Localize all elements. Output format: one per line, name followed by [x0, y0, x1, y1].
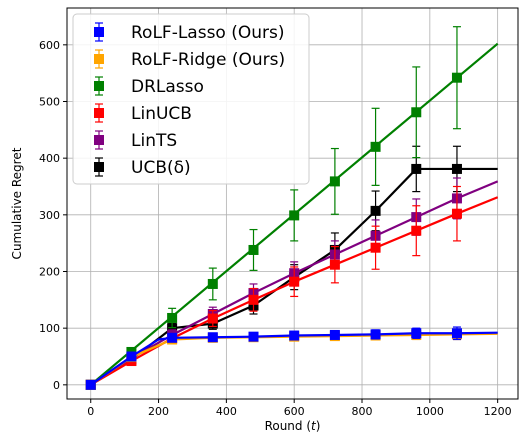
legend-entry: UCB(δ): [94, 157, 191, 178]
data-point-marker: [167, 312, 178, 323]
legend: RoLF-Lasso (Ours) RoLF-Ridge (Ours) DRLass…: [72, 13, 310, 185]
legend-marker: [94, 81, 104, 91]
data-point-marker: [207, 332, 218, 343]
y-tick-label: 100: [39, 322, 60, 335]
data-point-marker: [289, 210, 300, 221]
data-point-marker: [451, 72, 462, 83]
legend-entry: DRLasso: [94, 76, 204, 97]
data-point-marker: [451, 208, 462, 219]
legend-entry: RoLF-Ridge (Ours): [94, 49, 285, 70]
x-tick-label: 400: [216, 405, 237, 418]
axis-ticks: 0 200 400 600 800 1000 1200 0 100 200 300 400 500 600: [39, 39, 512, 418]
data-point-marker: [370, 329, 381, 340]
legend-label: RoLF-Lasso (Ours): [131, 23, 285, 43]
data-point-marker: [411, 107, 422, 118]
legend-marker: [94, 162, 104, 172]
data-point-marker: [289, 330, 300, 341]
legend-label: DRLasso: [131, 77, 204, 97]
legend-marker: [94, 135, 104, 145]
legend-marker: [94, 27, 104, 37]
data-point-marker: [329, 259, 340, 270]
x-axis-label: Round (t): [265, 419, 321, 433]
x-tick-label: 1000: [416, 405, 444, 418]
x-tick-label: 200: [148, 405, 169, 418]
data-point-marker: [370, 141, 381, 152]
legend-label: RoLF-Ridge (Ours): [131, 50, 285, 70]
y-tick-label: 0: [53, 379, 60, 392]
legend-box: [72, 13, 310, 185]
legend-label: UCB(δ): [131, 158, 191, 178]
series-line: [90, 331, 498, 386]
data-point-marker: [329, 329, 340, 340]
y-tick-label: 400: [39, 152, 60, 165]
data-point-marker: [248, 331, 259, 342]
legend-entry: LinTS: [94, 130, 177, 151]
data-point-marker: [451, 163, 462, 174]
legend-label: LinTS: [131, 131, 177, 151]
data-point-marker: [207, 278, 218, 289]
y-axis-label: Cumulative Regret: [10, 147, 24, 259]
legend-entry: RoLF-Lasso (Ours): [94, 22, 285, 43]
x-tick-label: 1200: [484, 405, 512, 418]
x-tick-label: 600: [284, 405, 305, 418]
series-drlasso: [85, 26, 499, 390]
data-point-marker: [451, 328, 462, 339]
data-point-marker: [248, 294, 259, 305]
plot-frame: [66, 7, 519, 400]
data-point-marker: [167, 332, 178, 343]
legend-marker: [94, 54, 104, 64]
data-point-marker: [370, 205, 381, 216]
y-tick-label: 300: [39, 209, 60, 222]
data-point-marker: [85, 379, 96, 390]
data-point-marker: [248, 244, 259, 255]
data-point-marker: [289, 276, 300, 287]
y-tick-label: 200: [39, 266, 60, 279]
data-point-marker: [370, 242, 381, 253]
legend-entry: LinUCB: [94, 103, 192, 124]
legend-label: LinUCB: [131, 104, 192, 124]
x-tick-label: 0: [87, 405, 94, 418]
series-rolf-lasso-ours: [85, 326, 498, 390]
data-point-marker: [411, 163, 422, 174]
data-point-marker: [411, 328, 422, 339]
y-tick-label: 600: [39, 39, 60, 52]
x-tick-label: 800: [352, 405, 373, 418]
series-layer: [85, 26, 499, 390]
data-point-marker: [207, 313, 218, 324]
data-point-marker: [126, 351, 137, 362]
data-point-marker: [411, 225, 422, 236]
y-tick-label: 500: [39, 96, 60, 109]
legend-marker: [94, 108, 104, 118]
data-point-marker: [329, 176, 340, 187]
